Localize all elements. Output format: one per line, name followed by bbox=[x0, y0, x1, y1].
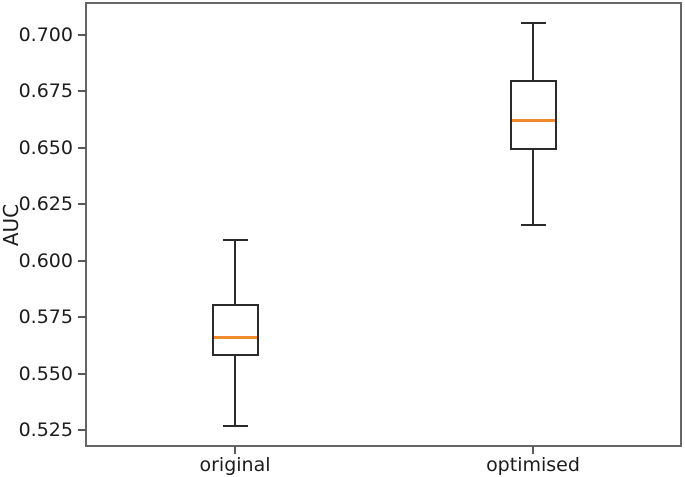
y-tick-mark bbox=[78, 146, 86, 149]
y-tick-label: 0.550 bbox=[18, 362, 73, 385]
whisker-cap-bottom-optimised bbox=[520, 223, 546, 226]
x-tick-label: optimised bbox=[486, 454, 580, 476]
y-tick-label: 0.700 bbox=[18, 23, 73, 46]
x-tick-mark bbox=[532, 446, 534, 454]
y-tick-label: 0.600 bbox=[18, 249, 73, 272]
y-tick-mark bbox=[78, 316, 86, 319]
y-tick-label: 0.650 bbox=[18, 136, 73, 159]
median-optimised bbox=[511, 119, 555, 123]
plot-area bbox=[85, 2, 682, 447]
y-tick-mark bbox=[78, 259, 86, 262]
x-tick-mark bbox=[234, 446, 236, 454]
y-tick-mark bbox=[78, 33, 86, 36]
y-tick-mark bbox=[78, 203, 86, 206]
box-original bbox=[211, 303, 259, 356]
whisker-upper-optimised bbox=[532, 23, 534, 80]
y-tick-mark bbox=[78, 372, 86, 375]
y-tick-label: 0.525 bbox=[18, 419, 73, 442]
y-tick-label: 0.575 bbox=[18, 306, 73, 329]
y-tick-mark bbox=[78, 90, 86, 93]
whisker-upper-original bbox=[234, 240, 236, 304]
whisker-lower-optimised bbox=[532, 149, 534, 225]
x-tick-label: original bbox=[199, 454, 271, 476]
y-tick-mark bbox=[78, 429, 86, 432]
whisker-cap-top-optimised bbox=[520, 22, 546, 25]
whisker-cap-bottom-original bbox=[222, 424, 248, 427]
y-tick-label: 0.625 bbox=[18, 193, 73, 216]
median-original bbox=[213, 336, 257, 339]
whisker-lower-original bbox=[234, 355, 236, 426]
box-optimised bbox=[509, 79, 557, 150]
whisker-cap-top-original bbox=[222, 239, 248, 242]
y-tick-label: 0.675 bbox=[18, 80, 73, 103]
